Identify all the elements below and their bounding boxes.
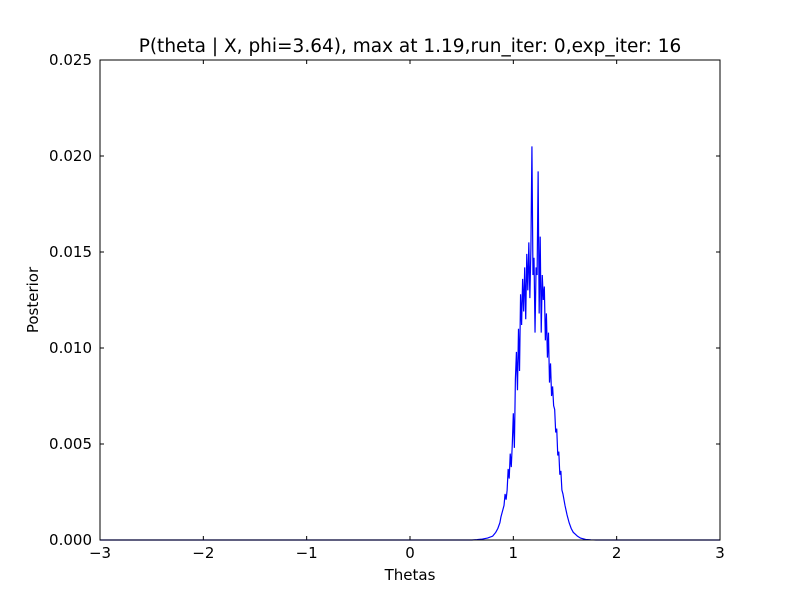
y-tick-label: 0.020 — [49, 147, 92, 165]
series-line-0 — [100, 146, 720, 541]
x-tick-label: 3 — [715, 544, 725, 562]
y-tick-label: 0.000 — [49, 531, 92, 549]
x-tick-label: −3 — [89, 544, 111, 562]
x-tick-label: 1 — [509, 544, 519, 562]
x-tick-label: 2 — [612, 544, 622, 562]
x-tick-label: −2 — [192, 544, 214, 562]
x-tick-label: −1 — [296, 544, 318, 562]
plot-background — [100, 60, 720, 540]
y-tick-label: 0.010 — [49, 339, 92, 357]
y-tick-label: 0.015 — [49, 243, 92, 261]
y-tick-label: 0.025 — [49, 51, 92, 69]
x-axis-label: Thetas — [384, 566, 436, 584]
y-axis-label: Posterior — [24, 266, 42, 333]
series-group — [100, 146, 720, 541]
y-tick-label: 0.005 — [49, 435, 92, 453]
ticks: −3 −2 −1 0 1 2 3 0.000 0.005 0.010 0.015 0.020 0.025 — [49, 51, 725, 562]
plot-frame — [99, 59, 721, 541]
chart-title: P(theta | X, phi=3.64), max at 1.19,run_… — [139, 36, 682, 57]
x-tick-label: 0 — [405, 544, 415, 562]
